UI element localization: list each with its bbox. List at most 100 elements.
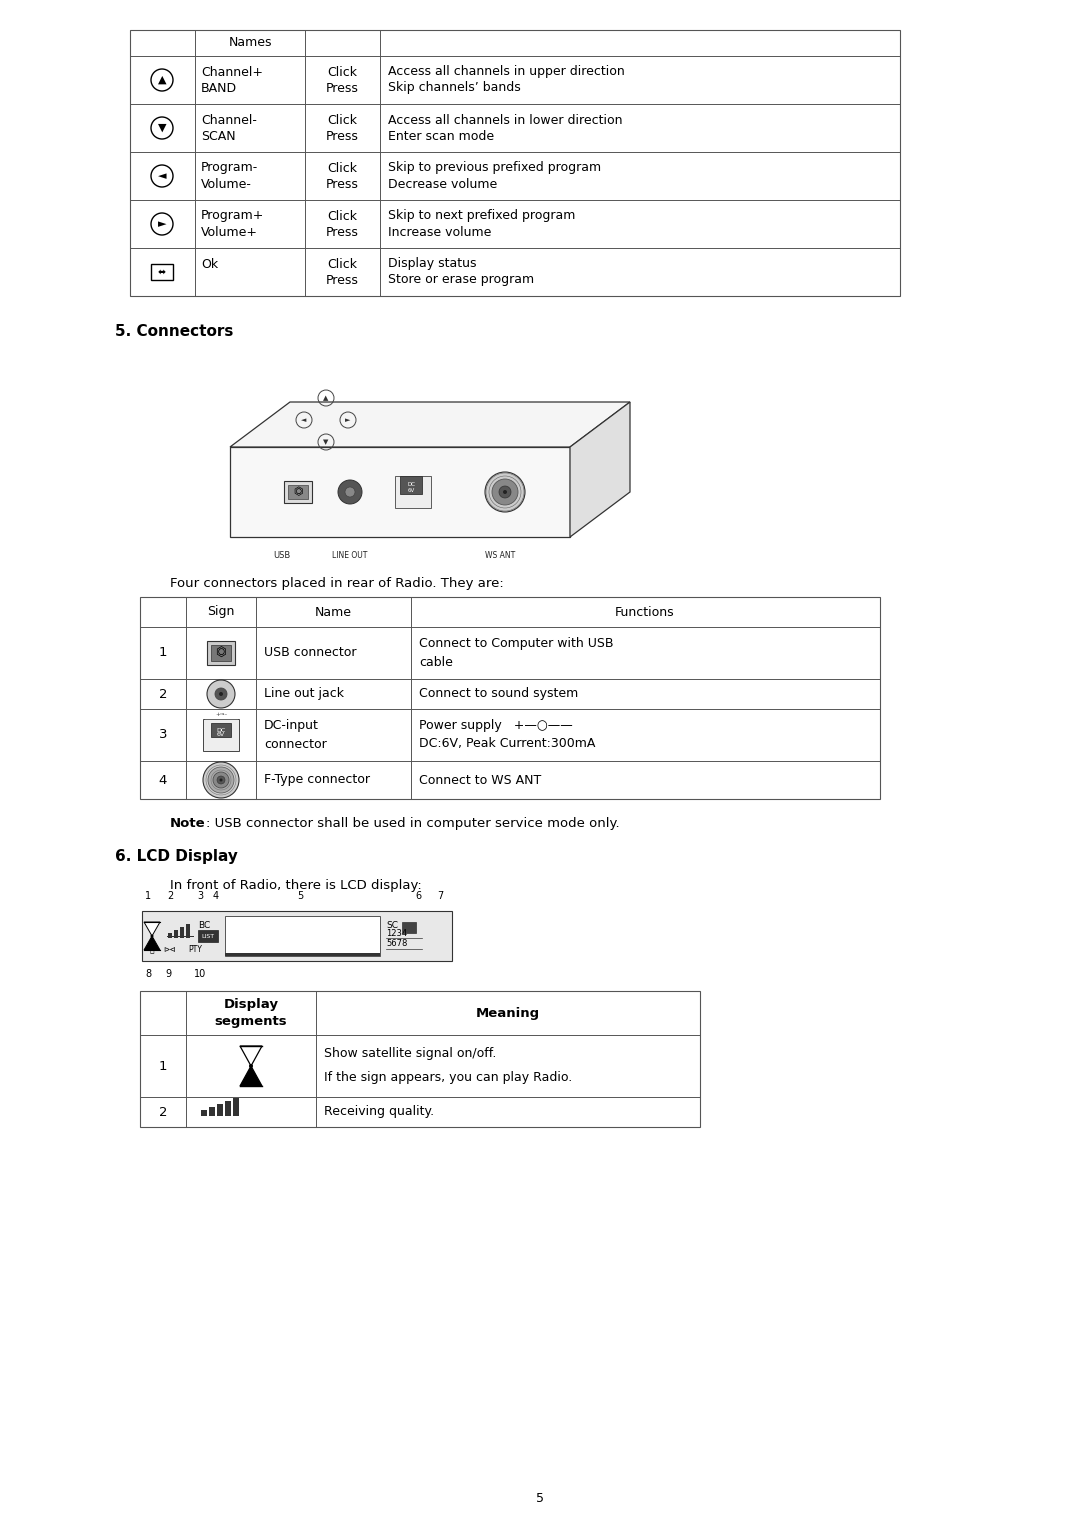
Polygon shape [144,921,160,937]
Text: Volume+: Volume+ [201,226,258,238]
Circle shape [503,490,507,494]
Text: Skip channels’ bands: Skip channels’ bands [388,81,521,95]
Bar [284,481,312,503]
Text: DC: DC [216,727,226,732]
Text: ▲: ▲ [158,75,166,86]
Text: SCAN: SCAN [201,130,235,142]
Text: DC-input: DC-input [264,720,319,732]
Circle shape [207,680,235,707]
Text: 1234: 1234 [386,929,407,938]
Text: Line out jack: Line out jack [264,688,345,700]
Text: Names: Names [228,37,272,49]
Polygon shape [144,937,160,950]
Text: Name: Name [314,605,351,619]
Text: F-Type connector: F-Type connector [264,773,370,787]
Text: Functions: Functions [616,605,675,619]
Text: Access all channels in upper direction: Access all channels in upper direction [388,66,624,78]
Text: ◄: ◄ [158,171,166,180]
Polygon shape [240,1067,262,1086]
Bar [225,915,380,957]
Text: Program-: Program- [201,162,258,174]
Circle shape [338,480,362,504]
Text: Skip to previous prefixed program: Skip to previous prefixed program [388,162,602,174]
Text: Click: Click [327,209,357,223]
Bar [168,934,172,938]
Text: Show satellite signal on/off.: Show satellite signal on/off. [324,1048,497,1060]
Text: Volume-: Volume- [201,177,252,191]
Circle shape [345,487,355,497]
Text: SC: SC [386,921,399,931]
Circle shape [249,1063,253,1068]
Circle shape [150,935,153,938]
Text: ⬌: ⬌ [158,267,166,277]
Text: LINE OUT: LINE OUT [333,552,367,559]
Text: 2: 2 [159,1105,167,1118]
Text: Connect to sound system: Connect to sound system [419,688,578,700]
Bar [210,1106,215,1115]
Text: Channel+: Channel+ [201,66,264,78]
Text: Meaning: Meaning [476,1007,540,1019]
Bar [211,723,231,736]
Text: connector: connector [264,738,327,750]
Bar [174,931,178,938]
Circle shape [485,472,525,512]
Bar [207,642,235,665]
Text: Program+: Program+ [201,209,265,223]
Text: ⊳⊲: ⊳⊲ [164,946,176,955]
Text: 🔒: 🔒 [150,946,154,955]
Text: ▼: ▼ [323,439,328,445]
Text: Connect to Computer with USB: Connect to Computer with USB [419,637,613,651]
Bar [203,720,239,750]
Circle shape [492,478,518,504]
Circle shape [215,688,227,700]
Text: Press: Press [325,81,359,95]
Text: ◄: ◄ [301,417,307,423]
Text: Note: Note [170,817,205,830]
Text: Decrease volume: Decrease volume [388,177,497,191]
Bar [141,911,453,961]
Text: cable: cable [419,656,453,669]
Text: Display status: Display status [388,258,476,270]
Text: Store or erase program: Store or erase program [388,274,535,287]
Text: 5. Connectors: 5. Connectors [114,324,233,339]
Text: Click: Click [327,113,357,127]
Text: 2: 2 [159,688,167,700]
Bar [180,927,184,938]
Text: 3: 3 [197,891,203,902]
Polygon shape [230,402,630,448]
Bar [233,1099,239,1115]
Text: 5678: 5678 [386,940,407,949]
Text: In front of Radio, there is LCD display:: In front of Radio, there is LCD display: [170,879,422,892]
Bar [198,931,218,941]
Text: Click: Click [327,162,357,174]
Text: Channel-: Channel- [201,113,257,127]
Text: BAND: BAND [201,81,238,95]
Circle shape [219,692,222,695]
Text: PTY: PTY [188,946,202,955]
Text: ▼: ▼ [158,122,166,133]
Text: Display
segments: Display segments [215,998,287,1028]
Text: 9: 9 [165,969,171,979]
Text: ⏣: ⏣ [216,646,227,660]
Text: 2: 2 [167,891,173,902]
Circle shape [219,778,222,781]
Text: 6V: 6V [407,487,415,492]
Circle shape [203,762,239,798]
Bar [225,1102,231,1115]
Bar [211,645,231,662]
Bar [140,992,700,1128]
Text: Click: Click [327,66,357,78]
Bar [319,416,333,425]
Polygon shape [240,1047,262,1067]
Text: Press: Press [325,177,359,191]
Text: 6: 6 [415,891,421,902]
Text: WS ANT: WS ANT [485,552,515,559]
Text: ►: ► [158,219,166,229]
Text: Increase volume: Increase volume [388,226,491,238]
Text: 6V: 6V [217,732,225,736]
Text: +⊸–: +⊸– [215,712,227,718]
Text: 1: 1 [159,1059,167,1073]
Text: Press: Press [325,130,359,142]
Bar [217,1105,222,1115]
Text: Access all channels in lower direction: Access all channels in lower direction [388,113,622,127]
